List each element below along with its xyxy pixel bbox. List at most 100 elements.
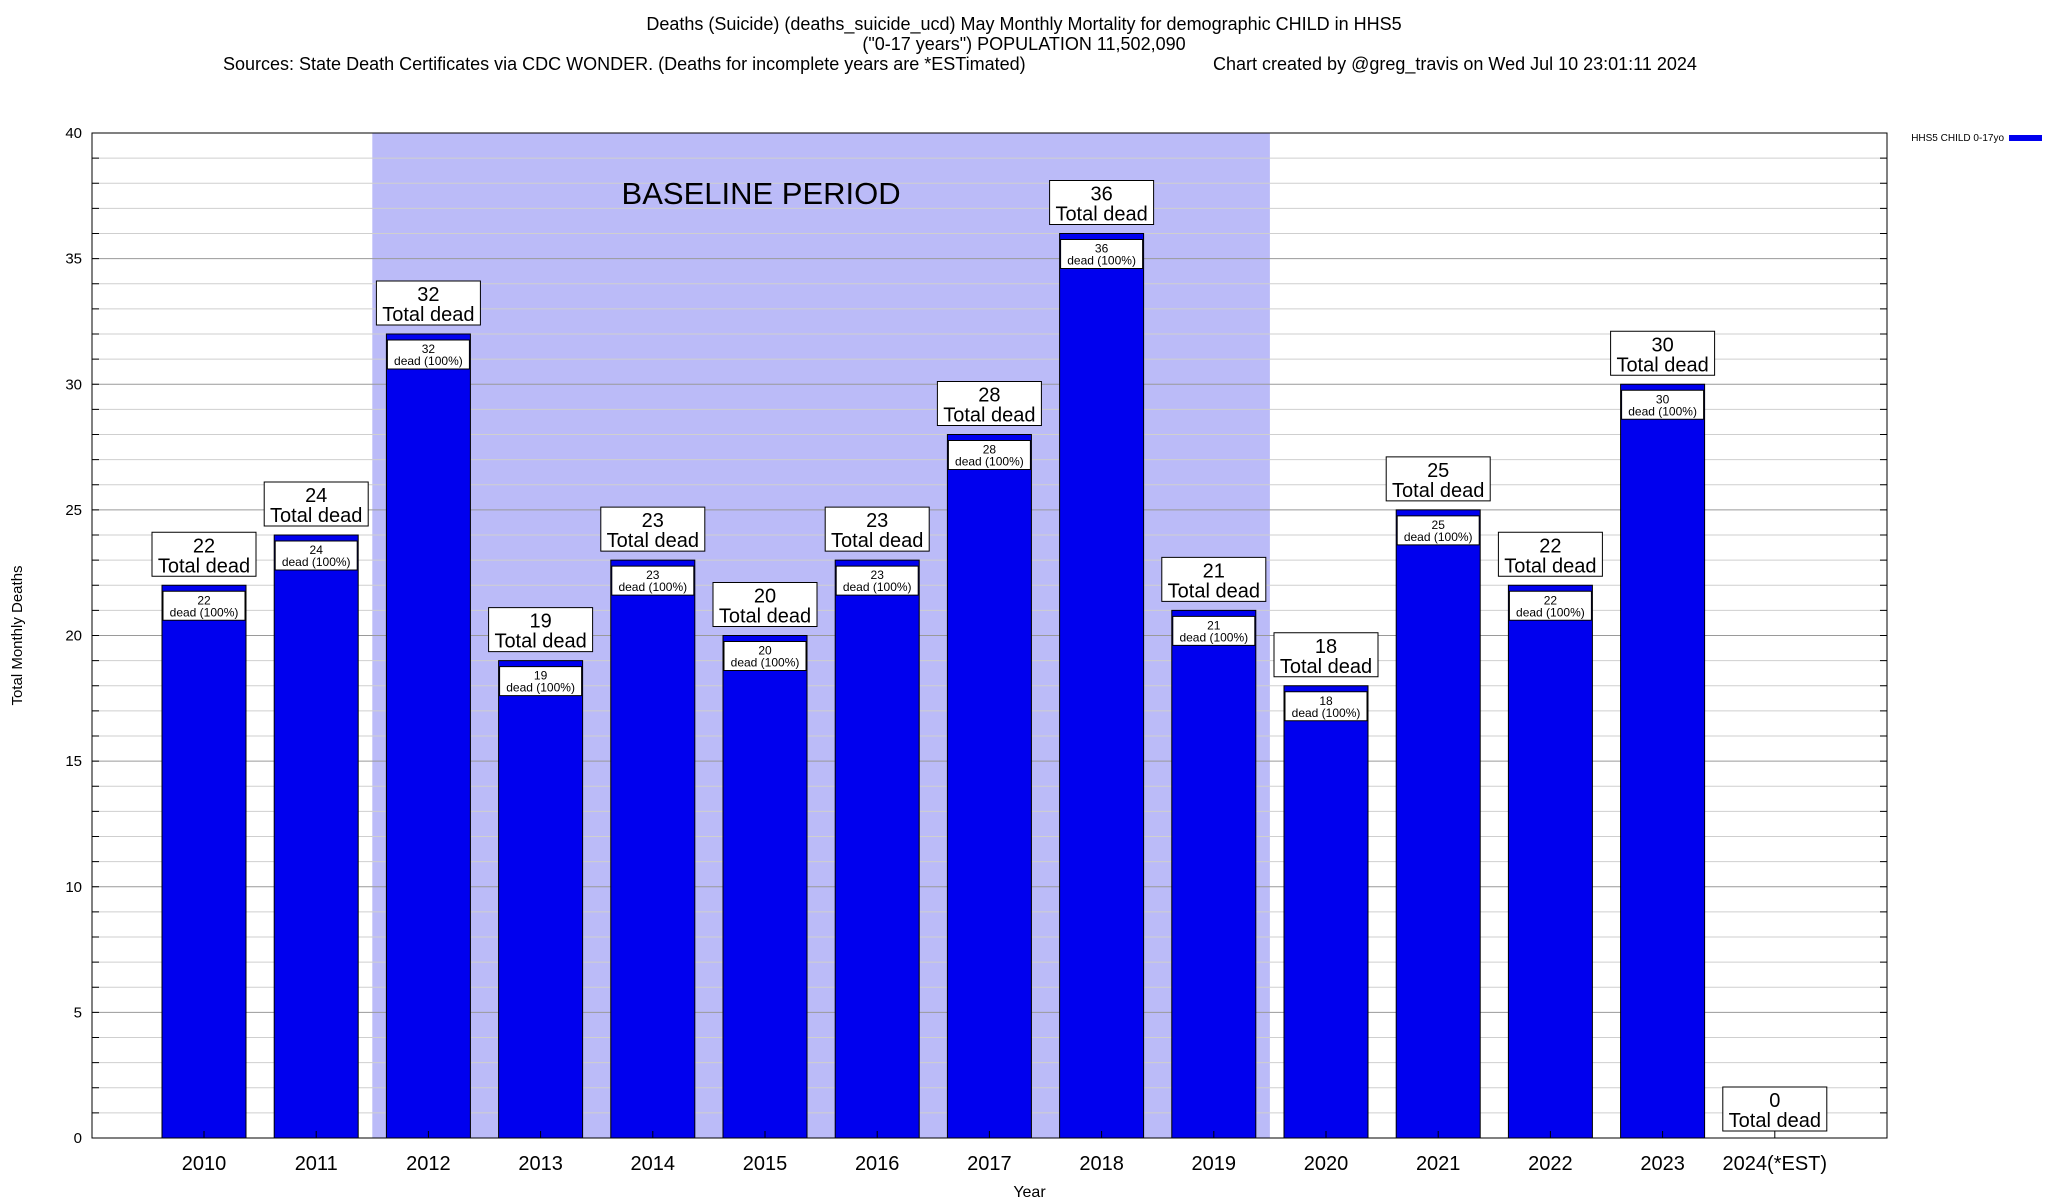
total-value-label: 28 xyxy=(978,385,1000,407)
inner-value-label: 23 xyxy=(646,568,660,582)
inner-percent-label: dead (100%) xyxy=(1628,404,1697,418)
total-dead-label: Total dead xyxy=(719,606,811,628)
inner-percent-label: dead (100%) xyxy=(843,580,912,594)
x-tick-label: 2012 xyxy=(406,1153,451,1175)
bar xyxy=(498,660,584,1139)
inner-label-box xyxy=(835,565,919,596)
x-tick-label: 2020 xyxy=(1304,1153,1349,1175)
inner-value-label: 25 xyxy=(1432,518,1446,532)
y-axis-title: Total Monthly Deaths xyxy=(9,565,26,705)
inner-label-box xyxy=(611,565,695,596)
legend-label: HHS5 CHILD 0-17yo xyxy=(1911,133,2004,144)
inner-label-box xyxy=(947,440,1031,470)
x-tick-label: 2010 xyxy=(182,1153,227,1175)
total-label-box xyxy=(1385,456,1491,502)
bar xyxy=(273,534,359,1139)
total-value-label: 23 xyxy=(866,510,888,532)
x-tick-label: 2016 xyxy=(855,1153,900,1175)
y-tick-label: 25 xyxy=(65,502,82,519)
inner-value-label: 32 xyxy=(422,342,436,356)
y-tick-label: 5 xyxy=(74,1004,82,1021)
total-label-box xyxy=(1273,632,1379,678)
total-value-label: 22 xyxy=(193,535,215,557)
chart-subtitle: ("0-17 years") POPULATION 11,502,090 xyxy=(862,34,1186,54)
inner-label-box xyxy=(723,641,807,671)
inner-value-label: 21 xyxy=(1207,618,1221,632)
bar xyxy=(1059,233,1145,1139)
total-dead-label: Total dead xyxy=(1055,204,1147,226)
inner-label-box xyxy=(162,590,246,621)
bar xyxy=(1395,509,1481,1139)
total-label-box xyxy=(1497,531,1603,577)
inner-percent-label: dead (100%) xyxy=(1404,530,1473,544)
inner-percent-label: dead (100%) xyxy=(1067,254,1136,268)
total-label-box xyxy=(1049,180,1155,225)
bar xyxy=(385,333,471,1139)
total-label-box xyxy=(824,506,930,552)
bar xyxy=(1171,609,1257,1139)
x-tick-label: 2018 xyxy=(1079,1153,1124,1175)
y-tick-label: 10 xyxy=(65,879,82,896)
bar xyxy=(722,635,808,1139)
x-tick-label: 2013 xyxy=(518,1153,563,1175)
inner-label-box xyxy=(1172,615,1256,646)
inner-percent-label: dead (100%) xyxy=(1516,605,1585,619)
y-tick-label: 35 xyxy=(65,251,82,268)
inner-value-label: 24 xyxy=(310,543,324,557)
inner-value-label: 22 xyxy=(1544,593,1558,607)
total-dead-label: Total dead xyxy=(1280,656,1372,678)
total-label-box xyxy=(151,531,257,577)
total-label-box xyxy=(600,506,706,552)
bar xyxy=(1283,685,1369,1139)
inner-percent-label: dead (100%) xyxy=(1292,706,1361,720)
inner-value-label: 28 xyxy=(983,443,997,457)
inner-percent-label: dead (100%) xyxy=(394,354,463,368)
inner-value-label: 23 xyxy=(871,568,885,582)
inner-label-box xyxy=(386,339,470,370)
y-tick-label: 15 xyxy=(65,753,82,770)
bar xyxy=(1620,383,1706,1139)
total-dead-label: Total dead xyxy=(158,555,250,577)
inner-percent-label: dead (100%) xyxy=(1179,630,1248,644)
chart-credit: Chart created by @greg_travis on Wed Jul… xyxy=(1213,54,1697,74)
inner-percent-label: dead (100%) xyxy=(955,455,1024,469)
bar xyxy=(610,559,696,1139)
x-tick-label: 2023 xyxy=(1640,1153,1685,1175)
total-dead-label: Total dead xyxy=(1504,555,1596,577)
y-tick-label: 20 xyxy=(65,628,82,645)
bar xyxy=(946,434,1032,1139)
inner-value-label: 20 xyxy=(758,644,772,658)
inner-label-box xyxy=(1284,691,1368,722)
inner-percent-label: dead (100%) xyxy=(731,656,800,670)
total-value-label: 19 xyxy=(529,611,551,633)
total-label-box xyxy=(263,481,369,527)
total-dead-label: Total dead xyxy=(831,530,923,552)
x-tick-label: 2021 xyxy=(1416,1153,1461,1175)
total-dead-label: Total dead xyxy=(382,304,474,326)
bar xyxy=(161,584,247,1139)
legend-swatch xyxy=(2009,135,2042,141)
x-tick-label: 2015 xyxy=(743,1153,788,1175)
total-value-label: 0 xyxy=(1769,1090,1780,1112)
total-value-label: 24 xyxy=(305,485,327,507)
total-value-label: 25 xyxy=(1427,460,1449,482)
total-label-box xyxy=(375,280,481,326)
y-tick-label: 30 xyxy=(65,376,82,393)
inner-value-label: 18 xyxy=(1319,694,1333,708)
inner-label-box xyxy=(274,540,358,571)
total-value-label: 22 xyxy=(1539,535,1561,557)
inner-label-box xyxy=(499,666,583,697)
baseline-period-label: BASELINE PERIOD xyxy=(622,176,901,211)
chart-title: Deaths (Suicide) (deaths_suicide_ucd) Ma… xyxy=(646,14,1402,34)
y-tick-label: 0 xyxy=(74,1130,82,1147)
total-dead-label: Total dead xyxy=(943,405,1035,427)
inner-label-box xyxy=(1508,590,1592,621)
total-value-label: 20 xyxy=(754,586,776,608)
total-label-box xyxy=(1722,1086,1828,1132)
total-dead-label: Total dead xyxy=(1729,1110,1821,1132)
x-axis-title: Year xyxy=(1013,1184,1046,1200)
x-tick-label: 2022 xyxy=(1528,1153,1573,1175)
inner-label-box xyxy=(1396,515,1480,546)
